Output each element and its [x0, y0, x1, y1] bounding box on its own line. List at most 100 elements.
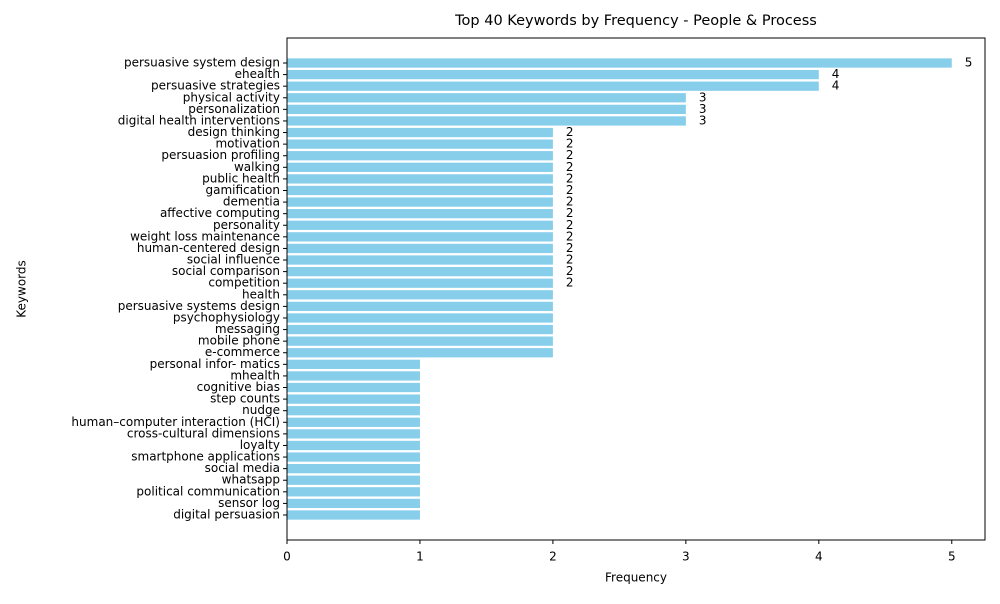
- y-tick-label: health: [242, 287, 280, 301]
- value-label: 2: [566, 218, 574, 232]
- bar: [287, 394, 420, 404]
- bar: [287, 174, 553, 184]
- y-tick-label: human–computer interaction (HCI): [71, 415, 280, 429]
- bar: [287, 209, 553, 219]
- y-tick-label: psychophysiology: [173, 310, 280, 324]
- y-tick-label: personality: [213, 218, 280, 232]
- value-label: 4: [832, 79, 840, 93]
- bar: [287, 93, 686, 103]
- bar: [287, 371, 420, 381]
- bar: [287, 382, 420, 393]
- bar: [287, 278, 553, 288]
- y-tick-label: persuasive system design: [124, 56, 280, 70]
- y-tick-label: whatsapp: [222, 473, 280, 487]
- y-tick-label: social media: [205, 461, 280, 475]
- y-tick-label: affective computing: [160, 206, 280, 220]
- bar: [287, 127, 553, 138]
- x-tick-label: 4: [815, 550, 823, 564]
- bar: [287, 232, 553, 242]
- plot-frame: [286, 37, 986, 541]
- x-tick-label: 2: [549, 550, 557, 564]
- y-tick-label: persuasion profiling: [161, 148, 280, 162]
- value-label: 2: [566, 241, 574, 255]
- bar: [287, 359, 420, 369]
- y-tick-label: design thinking: [188, 125, 280, 139]
- bar: [287, 197, 553, 207]
- y-tick-label: step counts: [210, 392, 280, 406]
- bar: [287, 58, 952, 68]
- bar: [287, 464, 420, 474]
- bar: [287, 69, 819, 80]
- y-tick-label: digital persuasion: [173, 508, 280, 522]
- value-label: 2: [566, 253, 574, 267]
- y-tick-label: weight loss maintenance: [130, 229, 280, 243]
- bar: [287, 139, 553, 149]
- y-tick-label: competition: [208, 276, 280, 290]
- y-tick-label: public health: [202, 171, 280, 185]
- value-label: 3: [699, 90, 707, 104]
- value-label: 2: [566, 276, 574, 290]
- value-label: 2: [566, 137, 574, 151]
- bar: [287, 324, 553, 335]
- y-tick-label: political communication: [136, 484, 280, 498]
- y-tick-label: personalization: [188, 102, 280, 116]
- y-tick-label: messaging: [215, 322, 280, 336]
- bar: [287, 255, 553, 265]
- bar: [287, 348, 553, 358]
- bar: [287, 475, 420, 485]
- x-tick-label: 5: [948, 550, 956, 564]
- bar: [287, 220, 553, 230]
- bar: [287, 116, 686, 126]
- y-tick-label: persuasive systems design: [118, 299, 280, 313]
- y-tick-label: gamification: [206, 183, 281, 197]
- y-tick-label: physical activity: [183, 90, 280, 104]
- y-tick-label: sensor log: [218, 496, 280, 510]
- bar: [287, 498, 420, 509]
- x-axis-label: Frequency: [605, 571, 667, 585]
- bar: [287, 440, 420, 451]
- y-tick-label: mhealth: [230, 368, 280, 382]
- value-label: 3: [699, 102, 707, 116]
- bar: [287, 243, 553, 254]
- y-tick-label: digital health interventions: [118, 113, 280, 127]
- y-tick-label: social comparison: [172, 264, 280, 278]
- bar: [287, 406, 420, 416]
- y-tick-label: human-centered design: [137, 241, 280, 255]
- y-tick-label: loyalty: [240, 438, 280, 452]
- value-label: 2: [566, 229, 574, 243]
- value-label: 2: [566, 183, 574, 197]
- bar: [287, 487, 420, 497]
- y-tick-label: e-commerce: [205, 345, 280, 359]
- x-tick-label: 0: [283, 550, 291, 564]
- bar: [287, 452, 420, 462]
- bar: [287, 290, 553, 300]
- bar: [287, 266, 553, 277]
- x-tick-label: 1: [416, 550, 424, 564]
- y-tick-label: cognitive bias: [197, 380, 280, 394]
- bar: [287, 81, 819, 91]
- y-tick-label: mobile phone: [198, 334, 280, 348]
- bar: [287, 510, 420, 520]
- value-label: 2: [566, 264, 574, 278]
- bar: [287, 185, 553, 196]
- bar: [287, 104, 686, 114]
- value-label: 2: [566, 171, 574, 185]
- bar: [287, 162, 553, 172]
- value-label: 4: [832, 67, 840, 81]
- bar: [287, 301, 553, 312]
- value-label: 2: [566, 125, 574, 139]
- y-tick-label: motivation: [215, 137, 280, 151]
- y-axis-label: Keywords: [15, 260, 29, 318]
- bar: [287, 417, 420, 427]
- value-label: 2: [566, 148, 574, 162]
- y-tick-label: persuasive strategies: [151, 79, 280, 93]
- bar: [287, 429, 420, 439]
- x-tick-label: 3: [682, 550, 690, 564]
- y-tick-label: cross-cultural dimensions: [127, 426, 280, 440]
- y-tick-label: ehealth: [235, 67, 280, 81]
- y-tick-label: social influence: [187, 253, 280, 267]
- value-label: 5: [965, 56, 973, 70]
- bar: [287, 313, 553, 323]
- bar: [287, 336, 553, 346]
